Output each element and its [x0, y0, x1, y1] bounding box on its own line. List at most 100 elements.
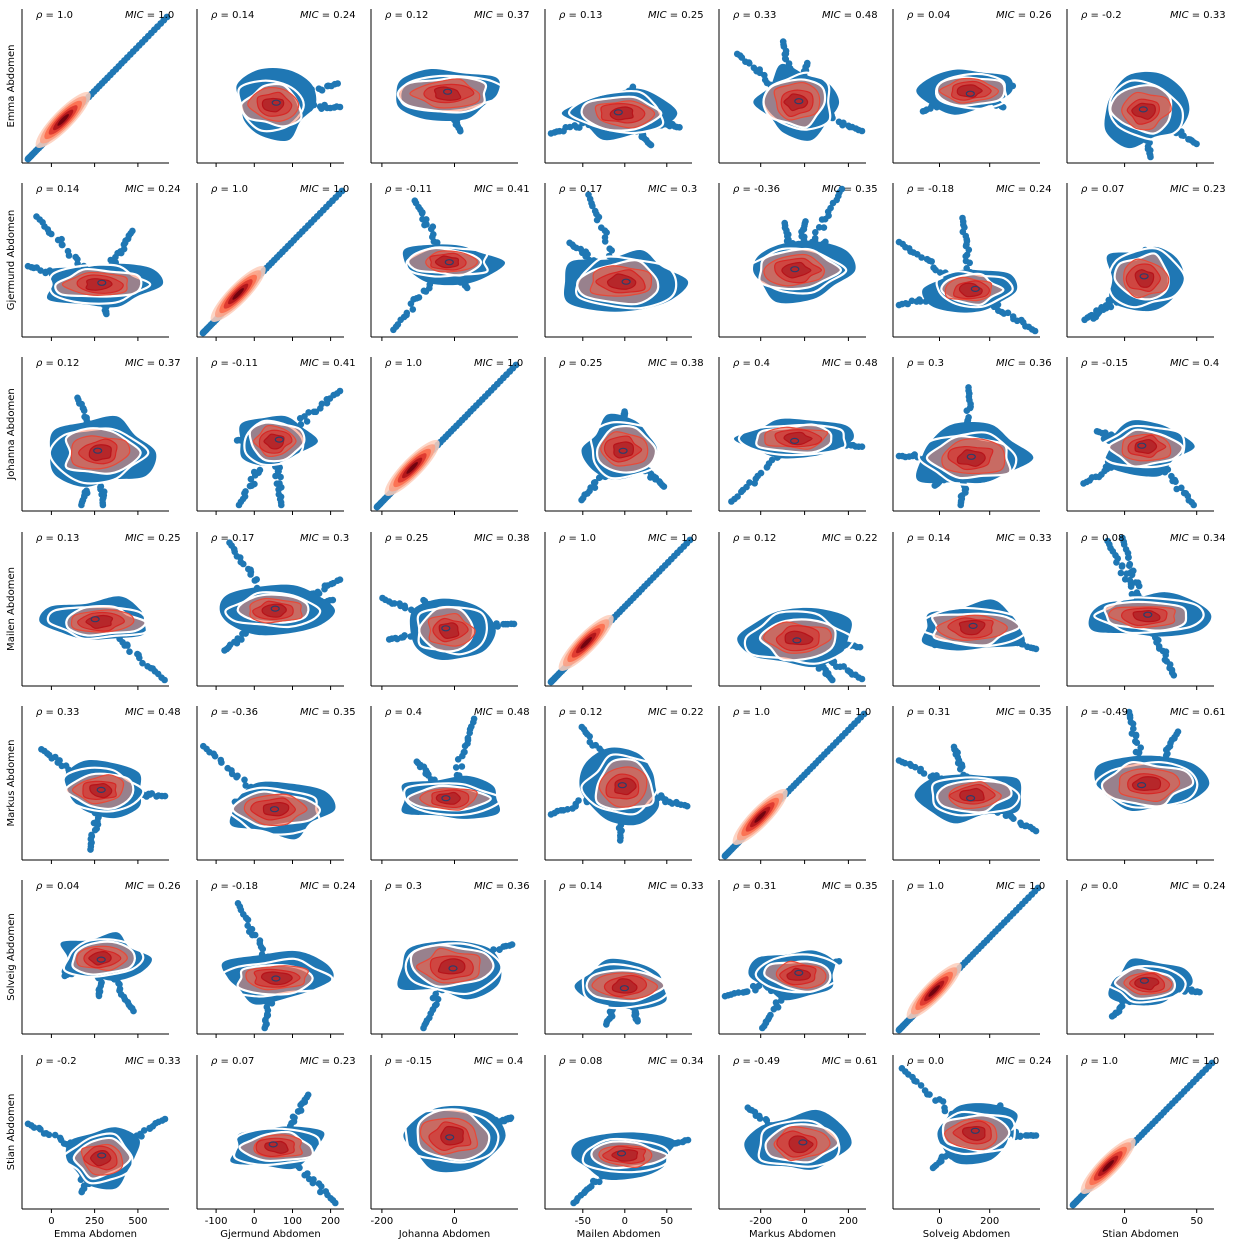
panel-r4-c2: ρ = 0.4 MIC = 0.48: [370, 706, 530, 864]
density-cloud: [48, 415, 157, 487]
mic-annotation: MIC = 0.23: [300, 1056, 356, 1067]
rho-annotation: ρ = 0.07: [1081, 184, 1124, 195]
density-cloud: [403, 1105, 506, 1173]
data-point: [1172, 478, 1179, 486]
data-point: [235, 501, 243, 509]
data-point: [929, 1164, 937, 1172]
data-point: [647, 141, 655, 149]
mic-annotation: MIC = 0.25: [648, 10, 704, 21]
density-cloud: [579, 747, 662, 826]
panel-marks-r5-c5: [895, 884, 1042, 1034]
density-contour: [1107, 247, 1187, 309]
density-contour: [57, 114, 69, 126]
data-point: [419, 215, 426, 223]
diagonal-density: [732, 788, 788, 845]
data-point: [820, 224, 828, 231]
mic-annotation: MIC = 0.36: [996, 358, 1052, 369]
data-point: [261, 1024, 269, 1032]
density-cloud: [581, 413, 666, 480]
rho-annotation: ρ = 0.14: [36, 184, 79, 195]
density-peak: [271, 99, 281, 106]
x-tick-label: 200: [321, 1216, 340, 1227]
density-contour: [935, 270, 1014, 309]
density-peak: [1139, 273, 1149, 280]
diagonal-density: [35, 91, 91, 148]
rho-annotation: ρ = -0.11: [211, 358, 258, 369]
rho-annotation: ρ = 0.0: [907, 1056, 944, 1067]
panel-r5-c3: ρ = 0.14 MIC = 0.33: [544, 880, 704, 1038]
panel-marks-r6-c0: [24, 1115, 169, 1196]
data-point: [336, 103, 344, 111]
panel-marks-r0-c0: [24, 13, 171, 163]
panel-r1-c1: ρ = 1.0 MIC = 1.0: [196, 183, 349, 341]
rho-annotation: ρ = 0.31: [907, 707, 950, 718]
data-point: [74, 394, 81, 402]
x-tick-label: 0: [451, 1216, 457, 1227]
x-axis-label: Stian Abdomen: [1102, 1229, 1179, 1240]
rho-annotation: ρ = 0.12: [733, 533, 776, 544]
data-point: [64, 247, 72, 255]
panel-marks-r0-c6: [1104, 71, 1200, 161]
rho-annotation: ρ = 0.07: [211, 1056, 254, 1067]
data-point: [289, 1113, 297, 1121]
rho-annotation: ρ = 0.08: [1081, 533, 1124, 544]
rho-annotation: ρ = 0.4: [385, 707, 422, 718]
data-point: [1032, 645, 1040, 653]
data-point: [233, 437, 241, 444]
panel-marks-r6-c2: [403, 1105, 515, 1173]
rho-annotation: ρ = 0.04: [36, 881, 79, 892]
mic-annotation: MIC = 1.0: [1170, 1056, 1219, 1067]
data-point: [103, 310, 110, 318]
data-point: [895, 238, 903, 246]
panel-r4-c0: ρ = 0.33 MIC = 0.48: [21, 706, 181, 864]
panel-marks-r5-c2: [397, 940, 516, 1032]
x-tick-label: 50: [660, 1216, 673, 1227]
rho-annotation: ρ = 0.04: [907, 10, 950, 21]
data-point: [51, 1131, 59, 1139]
data-point: [829, 676, 836, 684]
data-point: [95, 992, 103, 1000]
data-point: [827, 204, 834, 212]
density-cloud: [1098, 420, 1195, 477]
rho-annotation: ρ = -0.18: [211, 881, 258, 892]
y-axis-label: Markus Abdomen: [6, 740, 17, 827]
density-contour: [613, 441, 635, 459]
mic-annotation: MIC = 0.48: [474, 707, 530, 718]
density-cloud: [1094, 755, 1210, 811]
data-point: [919, 108, 927, 115]
panel-r1-c4: ρ = -0.36 MIC = 0.35: [718, 183, 878, 341]
x-tick-label: 0: [251, 1216, 257, 1227]
data-point: [660, 483, 668, 490]
data-point: [234, 900, 242, 907]
mic-annotation: MIC = 1.0: [822, 707, 871, 718]
data-point: [452, 764, 460, 771]
data-point: [966, 259, 973, 267]
data-point: [420, 1024, 427, 1032]
density-contour: [262, 801, 290, 817]
panel-r1-c3: ρ = 0.17 MIC = 0.3: [544, 183, 697, 341]
data-point: [858, 443, 866, 451]
data-point: [461, 748, 468, 756]
data-point: [1190, 501, 1197, 509]
panel-marks-r2-c0: [48, 394, 157, 509]
mic-annotation: MIC = 0.35: [822, 881, 878, 892]
rho-annotation: ρ = -0.2: [36, 1056, 77, 1067]
data-point: [379, 594, 386, 602]
density-contour: [959, 787, 985, 802]
mic-annotation: MIC = 1.0: [474, 358, 523, 369]
density-peak: [93, 447, 103, 454]
panel-r5-c5: ρ = 1.0 MIC = 1.0: [892, 880, 1045, 1038]
data-point: [57, 1136, 65, 1144]
data-point: [273, 480, 281, 488]
data-point: [1016, 1133, 1024, 1140]
panel-marks-r5-c1: [216, 900, 334, 1032]
panel-marks-r3-c6: [1088, 534, 1212, 679]
panel-r3-c0: ρ = 0.13 MIC = 0.25: [21, 532, 181, 690]
data-point: [411, 197, 419, 204]
mic-annotation: MIC = 0.35: [300, 707, 356, 718]
density-peak: [274, 436, 284, 443]
data-point: [812, 229, 819, 236]
data-point: [1032, 1132, 1040, 1139]
panel-marks-r3-c1: [219, 539, 344, 654]
x-tick-label: 0: [801, 1216, 807, 1227]
